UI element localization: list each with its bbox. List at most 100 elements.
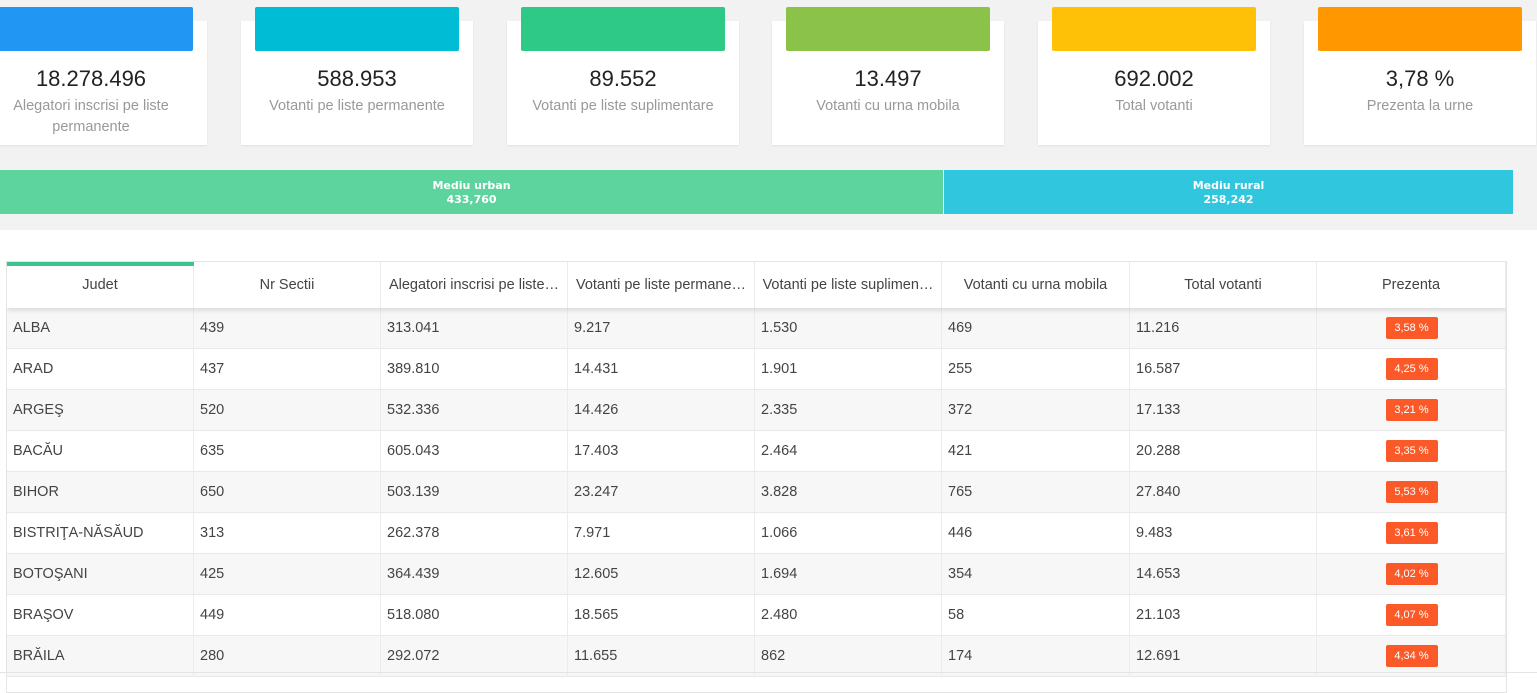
prezenta-badge: 4,02 % xyxy=(1385,563,1438,585)
header-col-prezenta[interactable]: Prezenta xyxy=(1317,262,1506,308)
stat-card: 3,78 % Prezenta la urne xyxy=(1304,7,1536,145)
header-col-total-votanti[interactable]: Total votanti xyxy=(1130,262,1317,308)
cell-col-urna-mobila: 421 xyxy=(942,431,1130,471)
cell-col-prezenta: 4,07 % xyxy=(1317,595,1506,635)
header-col-urna-mobila[interactable]: Votanti cu urna mobila xyxy=(942,262,1130,308)
cell-col-urna-mobila: 765 xyxy=(942,472,1130,512)
cell-col-votanti-permanente: 11.655 xyxy=(568,636,755,676)
cell-col-judet: BISTRIŢA-NĂSĂUD xyxy=(7,513,194,553)
table-row: BRĂILA 280 292.072 11.655 862 174 12.691 4,34 % xyxy=(7,636,1506,677)
cell-col-votanti-permanente: 14.431 xyxy=(568,349,755,389)
table-row: ALBA 439 313.041 9.217 1.530 469 11.216 3,58 % xyxy=(7,308,1506,349)
header-col-votanti-suplimentare[interactable]: Votanti pe liste suplimen… xyxy=(755,262,942,308)
divider xyxy=(0,672,1537,673)
stat-label: Alegatori inscrisi pe liste permanente xyxy=(13,98,169,135)
cell-col-nr-sectii: 437 xyxy=(194,349,381,389)
stat-card-color-header xyxy=(521,7,725,51)
stat-value: 18.278.496 xyxy=(35,66,147,91)
cell-col-urna-mobila: 354 xyxy=(942,554,1130,594)
cell-col-total-votanti: 12.691 xyxy=(1130,636,1317,676)
urban-bar: Mediu urban 433,760 xyxy=(0,170,943,214)
cell-col-prezenta: 4,02 % xyxy=(1317,554,1506,594)
cell-col-judet: BRĂILA xyxy=(7,636,194,676)
cell-col-alegatori: 262.378 xyxy=(381,513,568,553)
stat-card-color-header xyxy=(1052,7,1256,51)
table-header: Judet Nr Sectii Alegatori inscrisi pe list… xyxy=(7,262,1506,308)
stat-card: 692.002 Total votanti xyxy=(1038,7,1270,145)
stat-value: 89.552 xyxy=(589,66,657,91)
cell-col-votanti-permanente: 18.565 xyxy=(568,595,755,635)
cell-col-nr-sectii: 520 xyxy=(194,390,381,430)
cell-col-prezenta: 4,25 % xyxy=(1317,349,1506,389)
cell-col-votanti-suplimentare: 862 xyxy=(755,636,942,676)
cell-col-nr-sectii: 439 xyxy=(194,308,381,348)
cell-col-judet: BOTOŞANI xyxy=(7,554,194,594)
cell-col-nr-sectii: 425 xyxy=(194,554,381,594)
table-row: BIHOR 650 503.139 23.247 3.828 765 27.840 5,53 … xyxy=(7,472,1506,513)
stat-label: Votanti cu urna mobila xyxy=(816,98,960,114)
cell-col-total-votanti: 9.483 xyxy=(1130,513,1317,553)
cell-col-nr-sectii: 449 xyxy=(194,595,381,635)
cell-col-votanti-permanente: 12.605 xyxy=(568,554,755,594)
sort-indicator xyxy=(7,262,194,266)
cell-col-total-votanti: 21.103 xyxy=(1130,595,1317,635)
stat-card-color-header xyxy=(255,7,459,51)
cell-col-judet: BIHOR xyxy=(7,472,194,512)
rural-value: 258,242 xyxy=(1203,193,1254,206)
cell-col-votanti-suplimentare: 2.335 xyxy=(755,390,942,430)
cell-col-total-votanti: 11.216 xyxy=(1130,308,1317,348)
stat-value: 3,78 % xyxy=(1385,66,1455,91)
stat-label: Prezenta la urne xyxy=(1366,98,1474,114)
cell-col-votanti-permanente: 17.403 xyxy=(568,431,755,471)
cell-col-alegatori: 313.041 xyxy=(381,308,568,348)
cell-col-judet: BRAŞOV xyxy=(7,595,194,635)
cell-col-prezenta: 3,61 % xyxy=(1317,513,1506,553)
cell-col-alegatori: 532.336 xyxy=(381,390,568,430)
cell-col-total-votanti: 27.840 xyxy=(1130,472,1317,512)
table-row: BRAŞOV 449 518.080 18.565 2.480 58 21.103 4,07 … xyxy=(7,595,1506,636)
cell-col-votanti-suplimentare: 1.694 xyxy=(755,554,942,594)
header-col-judet[interactable]: Judet xyxy=(7,262,194,308)
rural-bar: Mediu rural 258,242 xyxy=(944,170,1513,214)
stat-value: 588.953 xyxy=(317,66,397,91)
cell-col-urna-mobila: 446 xyxy=(942,513,1130,553)
stat-card-color-header xyxy=(786,7,990,51)
table-row: BACĂU 635 605.043 17.403 2.464 421 20.288 3,35 … xyxy=(7,431,1506,472)
results-table: Judet Nr Sectii Alegatori inscrisi pe list… xyxy=(6,261,1507,693)
stat-label: Total votanti xyxy=(1115,98,1193,114)
cell-col-alegatori: 292.072 xyxy=(381,636,568,676)
cell-col-alegatori: 503.139 xyxy=(381,472,568,512)
cell-col-nr-sectii: 313 xyxy=(194,513,381,553)
cell-col-total-votanti: 20.288 xyxy=(1130,431,1317,471)
cell-col-prezenta: 3,35 % xyxy=(1317,431,1506,471)
header-col-alegatori[interactable]: Alegatori inscrisi pe liste… xyxy=(381,262,568,308)
stat-card: 588.953 Votanti pe liste permanente xyxy=(241,7,473,145)
table-row: BOTOŞANI 425 364.439 12.605 1.694 354 14.653 4,… xyxy=(7,554,1506,595)
urban-label: Mediu urban xyxy=(432,179,511,192)
cell-col-urna-mobila: 255 xyxy=(942,349,1130,389)
stat-label: Votanti pe liste suplimentare xyxy=(532,98,714,114)
cell-col-prezenta: 4,34 % xyxy=(1317,636,1506,676)
stat-value: 692.002 xyxy=(1114,66,1194,91)
cell-col-judet: ARGEŞ xyxy=(7,390,194,430)
header-col-votanti-permanente[interactable]: Votanti pe liste permane… xyxy=(568,262,755,308)
prezenta-badge: 5,53 % xyxy=(1385,481,1438,503)
prezenta-badge: 3,21 % xyxy=(1385,399,1438,421)
cell-col-votanti-suplimentare: 1.066 xyxy=(755,513,942,553)
prezenta-badge: 4,25 % xyxy=(1385,358,1438,380)
stat-label: Votanti pe liste permanente xyxy=(269,98,445,114)
stat-card: 89.552 Votanti pe liste suplimentare xyxy=(507,7,739,145)
cell-col-alegatori: 389.810 xyxy=(381,349,568,389)
cell-col-votanti-suplimentare: 3.828 xyxy=(755,472,942,512)
cell-col-nr-sectii: 635 xyxy=(194,431,381,471)
cell-col-urna-mobila: 372 xyxy=(942,390,1130,430)
cell-col-alegatori: 518.080 xyxy=(381,595,568,635)
cell-col-urna-mobila: 469 xyxy=(942,308,1130,348)
prezenta-badge: 4,07 % xyxy=(1385,604,1438,626)
urban-value: 433,760 xyxy=(446,193,497,206)
header-col-nr-sectii[interactable]: Nr Sectii xyxy=(194,262,381,308)
rural-label: Mediu rural xyxy=(1192,179,1265,192)
cell-col-judet: ALBA xyxy=(7,308,194,348)
prezenta-badge: 3,61 % xyxy=(1385,522,1438,544)
cell-col-total-votanti: 16.587 xyxy=(1130,349,1317,389)
